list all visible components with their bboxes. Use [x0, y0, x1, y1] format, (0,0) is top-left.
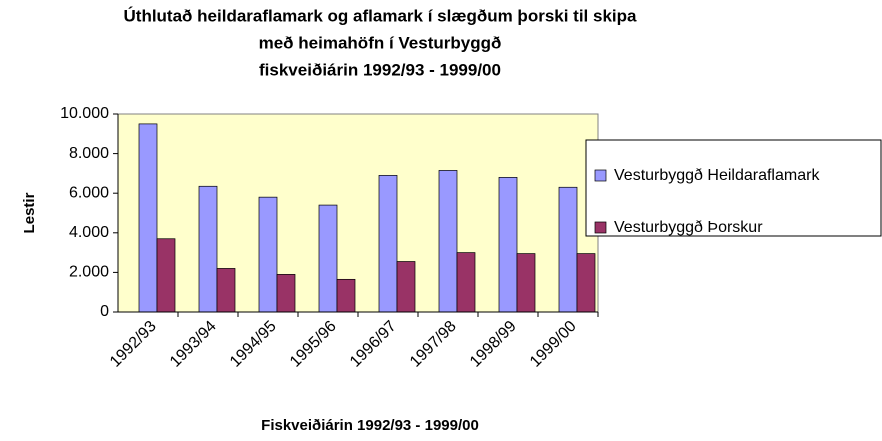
- x-tick-label: 1993/94: [167, 318, 220, 371]
- bar: [336, 278, 356, 313]
- legend-swatch: [594, 169, 607, 182]
- x-tick-label: 1999/00: [527, 318, 580, 371]
- x-tick-label: 1997/98: [407, 318, 460, 371]
- x-tick-label: 1998/99: [467, 318, 520, 371]
- x-tick-label: 1995/96: [287, 318, 340, 371]
- y-tick-label: 4.000: [69, 224, 109, 241]
- y-axis-title: Lestir: [21, 192, 38, 233]
- legend-swatch: [594, 221, 607, 234]
- y-tick-label: 6.000: [69, 184, 109, 201]
- y-tick-label: 2.000: [69, 264, 109, 281]
- bar: [576, 253, 596, 313]
- x-tick-label: 1992/93: [107, 318, 160, 371]
- bar: [396, 261, 416, 313]
- legend-label: Vesturbyggð Heildaraflamark: [614, 167, 820, 184]
- bar: [558, 186, 578, 313]
- bar: [318, 204, 338, 313]
- bar: [198, 185, 218, 313]
- bar: [276, 274, 296, 313]
- chart-title: Úthlutað heildaraflamark og aflamark í s…: [124, 6, 638, 25]
- bar: [378, 175, 398, 313]
- x-tick-label: 1996/97: [347, 318, 400, 371]
- bar: [516, 253, 536, 313]
- bar: [216, 268, 236, 313]
- chart-title: með heimahöfn í Vesturbyggð: [259, 33, 502, 52]
- x-axis-title: Fiskveiðiárin 1992/93 - 1999/00: [261, 417, 479, 434]
- legend: [585, 139, 882, 237]
- bar: [258, 196, 278, 313]
- y-tick-label: 10.000: [60, 105, 109, 122]
- y-tick-label: 8.000: [69, 145, 109, 162]
- x-tick-label: 1994/95: [227, 318, 280, 371]
- bar: [156, 238, 176, 313]
- bar: [138, 123, 158, 313]
- bar: [498, 177, 518, 313]
- bar: [438, 170, 458, 313]
- chart-title: fiskveiðiárin 1992/93 - 1999/00: [259, 60, 501, 79]
- legend-label: Vesturbyggð Þorskur: [614, 219, 763, 236]
- bar: [456, 252, 476, 313]
- y-tick-label: 0: [100, 303, 109, 320]
